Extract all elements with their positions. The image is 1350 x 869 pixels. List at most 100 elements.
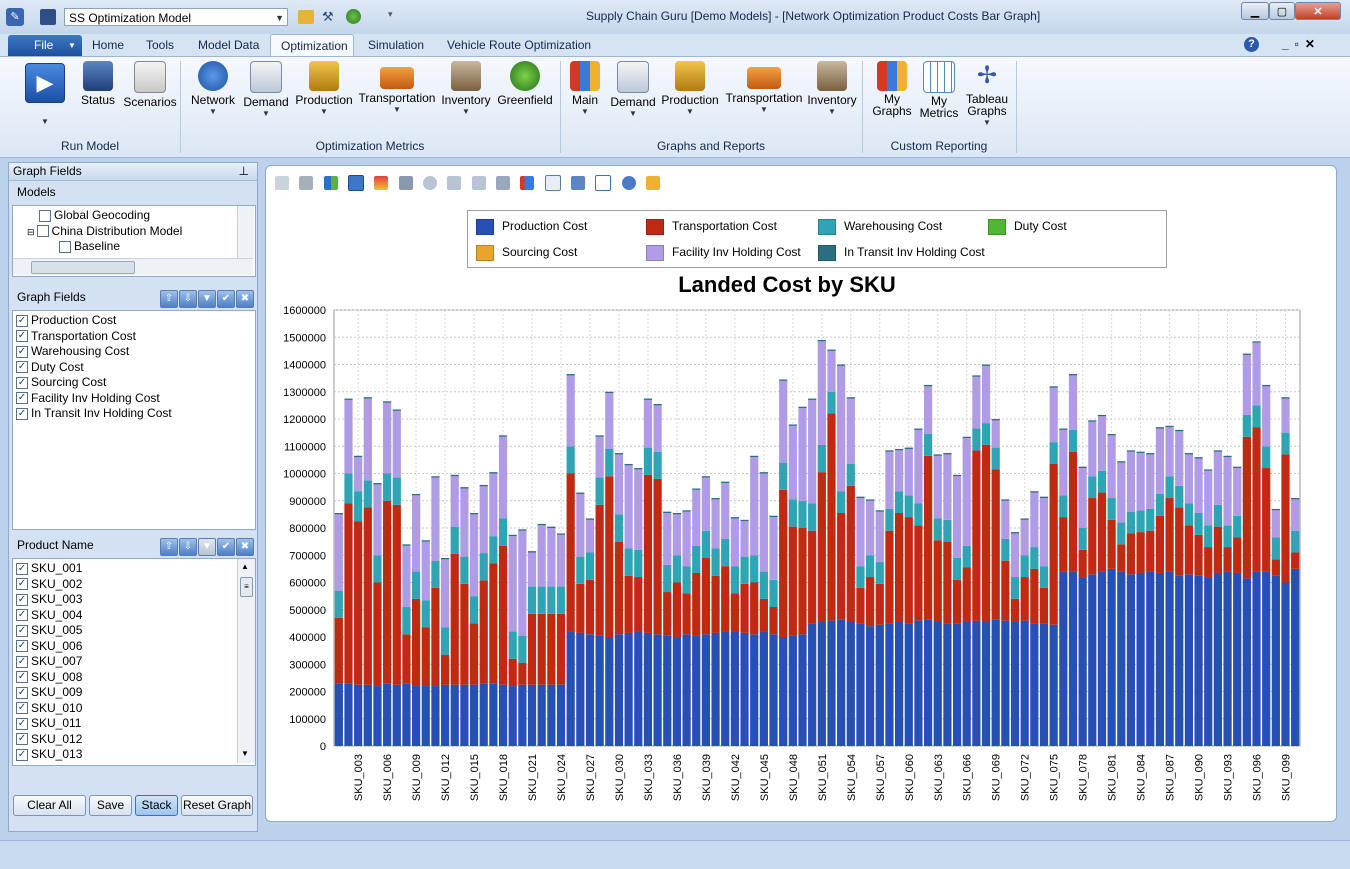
graph-field-item[interactable]: ✓ Transportation Cost (16, 329, 255, 345)
main-graphs-button[interactable]: Main ▼ (566, 61, 604, 116)
checkbox[interactable]: ✓ (16, 361, 28, 374)
checkbox[interactable]: ✓ (16, 733, 28, 746)
graph-field-item[interactable]: ✓ Warehousing Cost (16, 344, 255, 360)
checkbox[interactable]: ✓ (16, 330, 28, 343)
legend-icon[interactable] (595, 175, 612, 191)
scroll-up-icon[interactable]: ▲ (241, 562, 249, 571)
tableau-graphs-button[interactable]: ✢ Tableau Graphs ▼ (964, 61, 1010, 129)
production-metrics-button[interactable]: Production ▼ (294, 61, 354, 116)
product-item[interactable]: ✓ SKU_007 (16, 654, 255, 670)
globe-icon[interactable] (346, 9, 361, 24)
checkbox[interactable]: ✓ (16, 702, 28, 715)
close-button[interactable]: ✕ (1295, 2, 1341, 20)
checkbox[interactable] (36, 225, 49, 238)
chart-type-icon[interactable] (323, 176, 338, 190)
my-graphs-button[interactable]: My Graphs (870, 61, 914, 117)
scroll-thumb[interactable]: ≡ (240, 577, 253, 597)
stack-button[interactable]: Stack (135, 795, 178, 816)
product-item[interactable]: ✓ SKU_008 (16, 670, 255, 686)
checkbox[interactable]: ✓ (16, 624, 28, 637)
demand-graphs-button[interactable]: Demand ▼ (610, 61, 656, 118)
checkbox[interactable] (39, 209, 51, 222)
maximize-button[interactable]: ▢ (1269, 2, 1295, 20)
data-table-icon[interactable] (571, 176, 586, 190)
production-graphs-button[interactable]: Production ▼ (660, 61, 720, 116)
checkbox[interactable]: ✓ (16, 655, 28, 668)
product-item[interactable]: ✓ SKU_009 (16, 685, 255, 701)
uncheck-all-button[interactable]: ✖ (236, 290, 254, 308)
project-combo[interactable]: SS Optimization Model ▼ (64, 8, 288, 26)
axis-icon[interactable] (520, 176, 535, 190)
tree-item[interactable]: ⊟ China Distribution Model (13, 224, 255, 240)
product-item[interactable]: ✓ SKU_001 (16, 561, 255, 577)
tab-tools[interactable]: Tools (146, 38, 175, 52)
labels-icon[interactable] (544, 175, 561, 191)
file-menu-button[interactable]: File ▼ (8, 35, 82, 56)
graph-field-item[interactable]: ✓ In Transit Inv Holding Cost (16, 406, 255, 422)
inventory-graphs-button[interactable]: Inventory ▼ (806, 61, 858, 116)
uncheck-all-button[interactable]: ✖ (236, 538, 254, 556)
move-up-button[interactable]: ⇧ (160, 538, 178, 556)
save-icon[interactable] (40, 9, 56, 25)
tab-model-data[interactable]: Model Data (198, 38, 260, 52)
check-all-button[interactable]: ✔ (217, 290, 235, 308)
checkbox[interactable]: ✓ (16, 671, 28, 684)
checkbox[interactable]: ✓ (16, 578, 28, 591)
graph-field-item[interactable]: ✓ Facility Inv Holding Cost (16, 391, 255, 407)
help-icon[interactable]: ? (1244, 37, 1259, 52)
checkbox[interactable]: ✓ (16, 345, 28, 358)
move-down-button[interactable]: ⇩ (179, 290, 197, 308)
scenarios-button[interactable]: Scenarios (122, 61, 178, 109)
checkbox[interactable]: ✓ (16, 593, 28, 606)
checkbox[interactable]: ✓ (16, 748, 28, 761)
checkbox[interactable]: ✓ (16, 717, 28, 730)
collapse-icon[interactable]: ⊟ (27, 226, 35, 237)
vertical-scrollbar[interactable] (237, 206, 254, 258)
product-item[interactable]: ✓ SKU_002 (16, 577, 255, 593)
tab-optimization[interactable]: Optimization (270, 34, 354, 56)
transportation-metrics-button[interactable]: Transportation ▼ (358, 61, 436, 114)
rotate-right-icon[interactable] (471, 176, 486, 190)
check-all-button[interactable]: ✔ (217, 538, 235, 556)
my-metrics-button[interactable]: My Metrics (918, 61, 960, 119)
checkbox[interactable]: ✓ (16, 376, 28, 389)
rotate-icon[interactable] (423, 176, 438, 190)
product-item[interactable]: ✓ SKU_013 (16, 747, 255, 763)
save-button[interactable]: Save (89, 795, 132, 816)
graph-field-item[interactable]: ✓ Production Cost (16, 313, 255, 329)
run-model-button[interactable]: ▶ ▼ (22, 61, 68, 126)
tools-icon[interactable]: ⚒ (322, 9, 334, 24)
checkbox[interactable]: ✓ (16, 562, 28, 575)
tree-item[interactable]: Baseline (13, 239, 255, 255)
product-item[interactable]: ✓ SKU_012 (16, 732, 255, 748)
product-item[interactable]: ✓ SKU_005 (16, 623, 255, 639)
tree-item[interactable]: Global Geocoding (13, 208, 255, 224)
graph-fields-list[interactable]: ✓ Production Cost ✓ Transportation Cost ✓ War… (12, 310, 256, 530)
vertical-scrollbar[interactable]: ▲ ≡ ▼ (237, 559, 255, 763)
models-tree[interactable]: Global Geocoding ⊟ China Distribution Mod… (12, 205, 256, 277)
perspective-icon[interactable] (496, 176, 511, 190)
filter-button[interactable]: ▼ (198, 290, 216, 308)
filter-button[interactable]: ▼ (198, 538, 216, 556)
color-scheme-icon[interactable] (374, 176, 389, 190)
mdi-window-controls[interactable]: _▫✕ (1282, 37, 1321, 51)
scroll-thumb[interactable] (31, 261, 135, 274)
demand-metrics-button[interactable]: Demand ▼ (242, 61, 290, 118)
checkbox[interactable]: ✓ (16, 640, 28, 653)
product-item[interactable]: ✓ SKU_004 (16, 608, 255, 624)
move-down-button[interactable]: ⇩ (179, 538, 197, 556)
pin-icon[interactable]: ⊥ (238, 164, 249, 178)
status-button[interactable]: Status (80, 61, 116, 107)
tab-vehicle-route-optimization[interactable]: Vehicle Route Optimization (447, 38, 592, 52)
inventory-metrics-button[interactable]: Inventory ▼ (440, 61, 492, 116)
scroll-down-icon[interactable]: ▼ (241, 749, 249, 758)
network-button[interactable]: Network ▼ (188, 61, 238, 116)
clear-all-button[interactable]: Clear All (13, 795, 86, 816)
product-item[interactable]: ✓ SKU_010 (16, 701, 255, 717)
zoom-icon[interactable] (621, 176, 636, 190)
product-item[interactable]: ✓ SKU_006 (16, 639, 255, 655)
product-item[interactable]: ✓ SKU_011 (16, 716, 255, 732)
open-folder-icon[interactable] (298, 10, 314, 24)
checkbox[interactable]: ✓ (16, 686, 28, 699)
horizontal-scrollbar[interactable] (13, 258, 253, 275)
